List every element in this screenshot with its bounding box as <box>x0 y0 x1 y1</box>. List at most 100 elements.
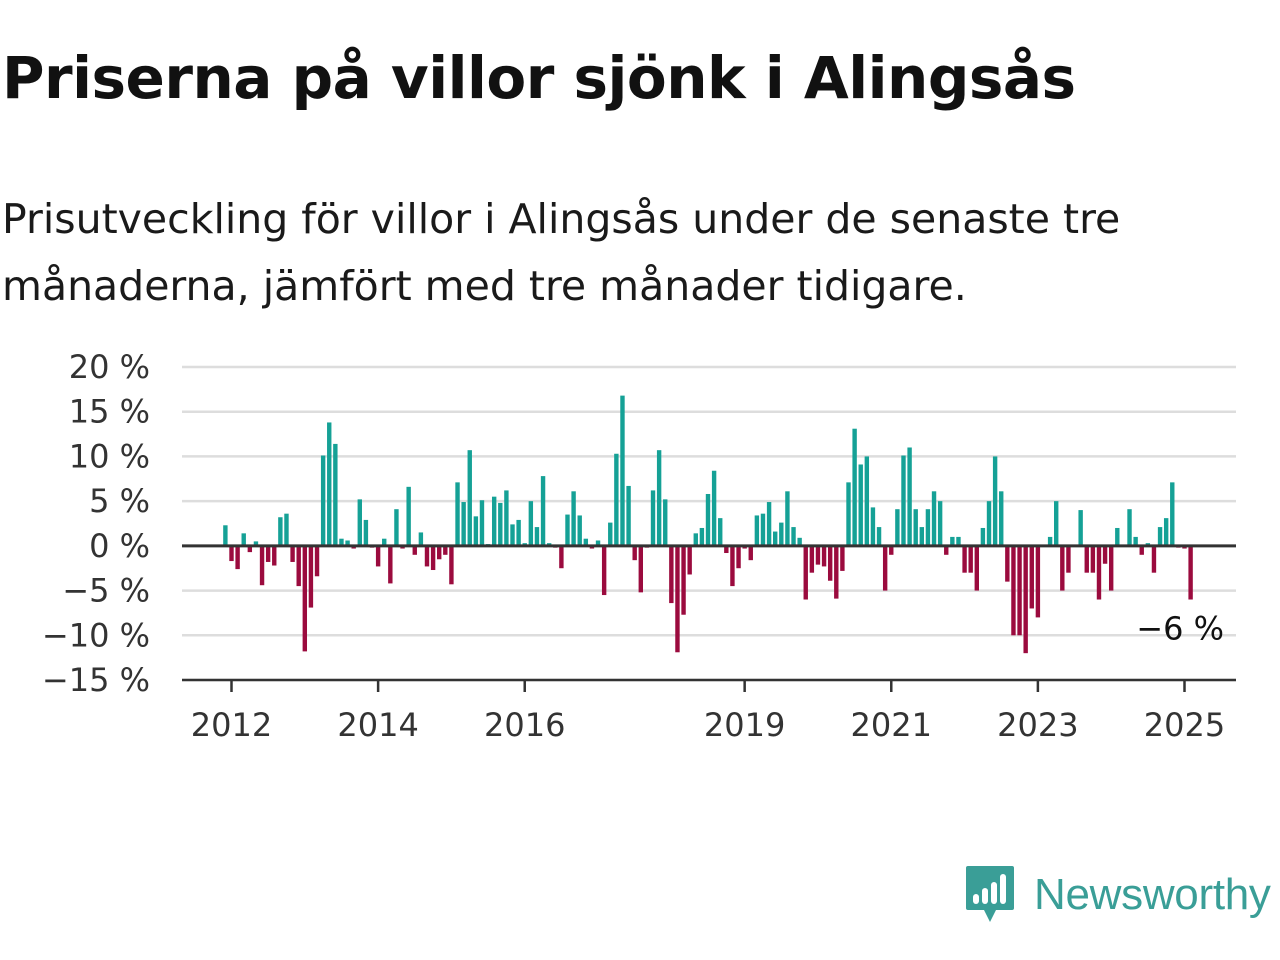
bar <box>1188 545 1193 600</box>
bar <box>999 491 1004 546</box>
bar <box>937 501 943 546</box>
bar <box>748 545 753 561</box>
bar <box>1127 509 1132 546</box>
bar <box>919 527 925 546</box>
bar <box>571 491 576 546</box>
bar <box>320 455 326 546</box>
bar <box>1096 545 1102 600</box>
bar <box>675 545 680 653</box>
y-tick-label: 0 % <box>89 527 150 565</box>
bar <box>1115 527 1120 546</box>
bar <box>1066 545 1071 573</box>
bar <box>797 537 802 546</box>
bar <box>1170 482 1175 546</box>
bar <box>803 545 808 600</box>
bar <box>583 538 589 546</box>
bar <box>626 485 631 546</box>
bar <box>314 545 320 577</box>
bar <box>736 545 741 569</box>
y-axis-ticks: 20 % 15 % 10 % 5 % 0 % −5 % −10 % −15 % <box>42 348 150 699</box>
bars <box>223 395 1193 654</box>
bar <box>577 515 582 546</box>
bar <box>925 509 931 546</box>
bar <box>394 509 399 546</box>
bar <box>498 502 503 546</box>
bar <box>443 545 448 555</box>
bar <box>681 545 686 615</box>
x-tick-label: 2021 <box>851 706 932 744</box>
bar <box>528 501 534 546</box>
bar <box>711 470 717 546</box>
bar <box>1011 545 1016 636</box>
bar <box>430 545 436 571</box>
bar <box>901 455 906 546</box>
chart-title: Priserna på villor sjönk i Alingsås <box>2 44 1076 112</box>
bar <box>986 501 992 546</box>
bar <box>1163 518 1169 546</box>
bar <box>913 509 918 546</box>
newsworthy-logo: Newsworthy <box>964 862 1271 928</box>
bar <box>473 516 479 546</box>
bar <box>424 545 430 567</box>
bar <box>223 525 228 546</box>
bar <box>290 545 295 562</box>
bar <box>876 527 882 546</box>
bar <box>253 541 259 546</box>
bar <box>650 490 656 546</box>
bar <box>333 443 338 546</box>
bar <box>296 545 301 587</box>
bar <box>247 545 253 553</box>
bar <box>1102 545 1108 564</box>
bar <box>1108 545 1114 591</box>
bar <box>992 456 998 546</box>
bar <box>889 545 894 555</box>
bar <box>620 395 625 546</box>
bar <box>565 514 570 546</box>
bar <box>241 533 246 546</box>
bar <box>363 519 369 546</box>
bar <box>962 545 967 573</box>
bar <box>504 490 509 546</box>
bar <box>1090 545 1096 573</box>
bar <box>760 513 766 546</box>
bar <box>858 464 863 546</box>
bar <box>834 545 839 599</box>
y-tick-label: 15 % <box>69 393 150 431</box>
bar <box>785 491 790 546</box>
bar <box>516 519 521 546</box>
bar <box>846 482 851 546</box>
y-tick-label: 10 % <box>69 437 150 475</box>
bar <box>1078 510 1083 546</box>
bar <box>601 545 607 596</box>
bar <box>632 545 637 561</box>
bar <box>455 482 460 546</box>
bar <box>265 545 271 562</box>
bar <box>974 545 979 591</box>
y-tick-label: 5 % <box>89 482 150 520</box>
bar <box>968 545 973 573</box>
bar <box>950 536 955 546</box>
bar-chart: 20 %15 %10 %5 %0 %−5 %−10 %−15 % 2012 201… <box>42 348 1236 744</box>
bar <box>339 538 344 546</box>
bar <box>827 545 833 581</box>
bar <box>259 545 265 586</box>
x-tick-label: 2014 <box>337 706 418 744</box>
y-tick-label: 20 % <box>69 348 150 386</box>
bar <box>864 456 870 546</box>
bar <box>412 545 417 555</box>
bar <box>327 422 332 546</box>
bar <box>870 507 876 546</box>
bar <box>882 545 888 591</box>
bar <box>559 545 564 569</box>
bar <box>491 496 497 546</box>
bar <box>815 545 821 565</box>
x-tick-label: 2025 <box>1144 706 1225 744</box>
bar <box>779 522 784 546</box>
bar <box>791 527 796 546</box>
bar <box>479 500 485 546</box>
bar <box>1029 545 1034 609</box>
bar <box>840 545 845 571</box>
bar <box>534 527 540 546</box>
bar <box>956 536 961 546</box>
x-tick-label: 2023 <box>997 706 1078 744</box>
